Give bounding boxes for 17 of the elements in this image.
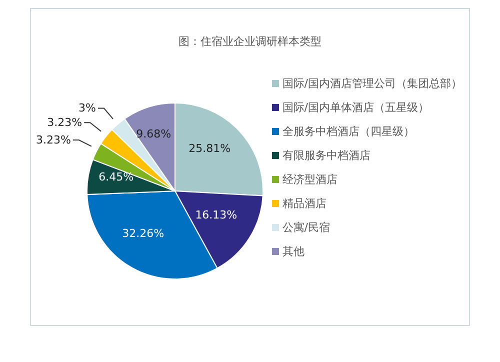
legend-label: 国际/国内单体酒店（五星级） — [282, 100, 429, 114]
data-label: 16.13% — [195, 208, 238, 222]
legend-label: 经济型酒店 — [282, 172, 338, 186]
chart-title: 图：住宿业企业调研样本类型 — [178, 34, 322, 49]
data-label: 9.68% — [136, 127, 172, 140]
legend-label: 其他 — [282, 244, 304, 258]
data-label: 32.26% — [122, 226, 164, 240]
data-label: 3% — [78, 102, 96, 115]
data-label: 25.81% — [188, 142, 231, 155]
data-label: 3.23% — [47, 116, 82, 130]
data-label: 6.45% — [98, 170, 134, 184]
legend-label: 公寓/民宿 — [282, 220, 330, 234]
legend-label: 国际/国内酒店管理公司（集团总部） — [282, 76, 462, 90]
legend-label: 精品酒店 — [282, 196, 326, 210]
legend-label: 全服务中档酒店（四星级） — [282, 124, 414, 138]
data-label: 3.23% — [36, 134, 71, 147]
legend-label: 有限服务中档酒店 — [282, 148, 370, 162]
